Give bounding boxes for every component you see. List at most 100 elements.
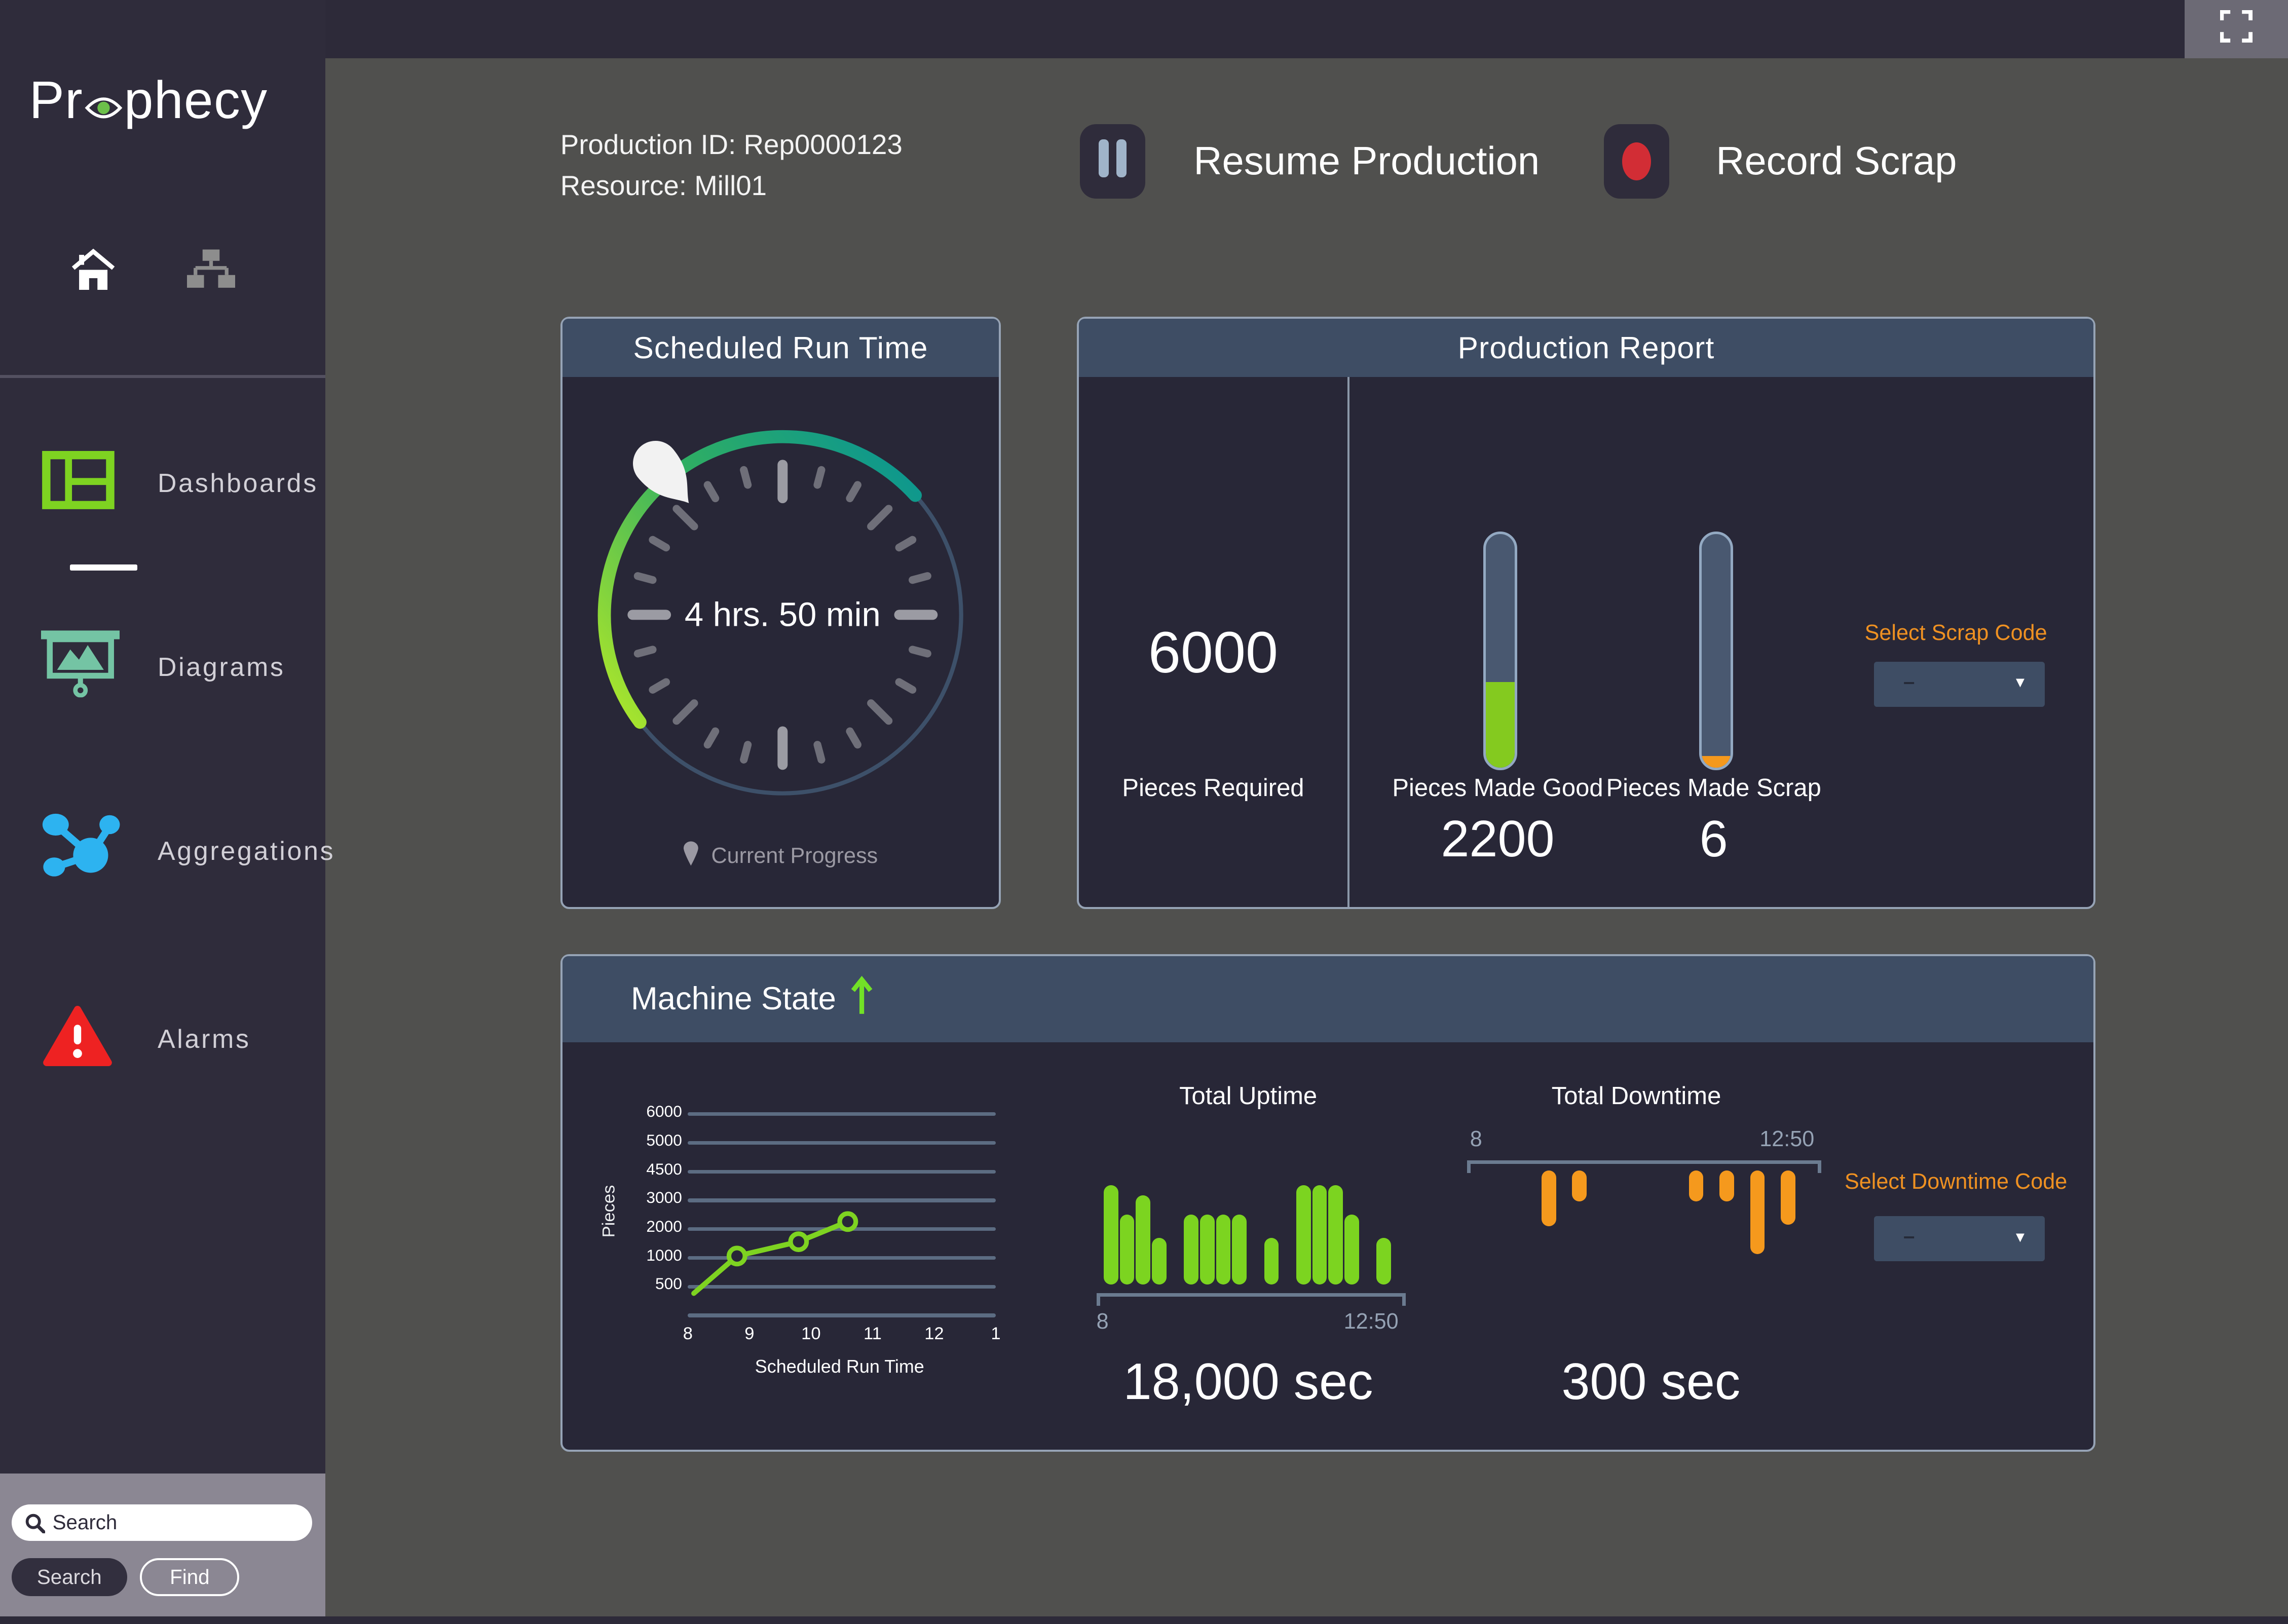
- uptime-bar: [1136, 1195, 1151, 1285]
- downtime-bar: [1750, 1170, 1765, 1254]
- y-tick-label: 2000: [646, 1217, 682, 1236]
- sidebar: Pr phecy: [0, 0, 333, 1624]
- uptime-range-end: 12:50: [1343, 1309, 1399, 1334]
- uptime-bar: [1376, 1237, 1391, 1285]
- gauge-value: 4 hrs. 50 min: [685, 596, 881, 634]
- card-title-bar: Machine State: [562, 956, 2093, 1043]
- up-arrow-icon: [851, 975, 873, 1014]
- find-button[interactable]: Find: [140, 1558, 240, 1597]
- bar-group: [1296, 1185, 1359, 1285]
- select-downtime-code-label: Select Downtime Code: [1844, 1169, 2068, 1194]
- app-logo: Pr phecy: [29, 70, 268, 133]
- sidebar-item-aggregations[interactable]: Aggregations: [0, 810, 333, 891]
- chevron-down-icon: ▼: [2013, 674, 2028, 691]
- chevron-down-icon: ▼: [2013, 1229, 2028, 1245]
- total-downtime-title: Total Downtime: [1551, 1082, 1721, 1110]
- search-button[interactable]: Search: [12, 1558, 127, 1597]
- scheduled-run-time-card: Scheduled Run Time 4 hrs. 50 min Current…: [560, 316, 1001, 909]
- downtime-code-dropdown[interactable]: – ▼: [1874, 1216, 2045, 1261]
- sidebar-item-dashboards[interactable]: Dashboards: [0, 442, 325, 523]
- x-axis-line: [688, 1313, 996, 1317]
- pieces-scrap-thermometer: [1699, 532, 1734, 770]
- downtime-bar: [1572, 1170, 1587, 1201]
- downtime-bar: [1541, 1170, 1556, 1226]
- uptime-bar: [1184, 1214, 1199, 1285]
- gridline: [688, 1112, 996, 1116]
- sidebar-item-label: Dashboards: [157, 468, 318, 498]
- sitemap-icon: [186, 249, 235, 300]
- gauge-pointer-icon: [633, 441, 689, 503]
- home-icon: [70, 248, 117, 303]
- record-scrap-label: Record Scrap: [1716, 139, 1957, 183]
- dropdown-value: –: [1903, 1225, 1915, 1248]
- gridline: [688, 1141, 996, 1145]
- uptime-bar: [1344, 1214, 1359, 1285]
- pieces-made-scrap-value: 6: [1699, 811, 1728, 868]
- y-tick-label: 1000: [646, 1245, 682, 1264]
- total-uptime-value: 18,000 sec: [1123, 1353, 1373, 1411]
- x-tick-label: 8: [683, 1324, 693, 1343]
- fullscreen-button[interactable]: [2184, 0, 2288, 59]
- gauge-legend: Current Progress: [562, 841, 999, 872]
- run-time-gauge: 4 hrs. 50 min: [597, 430, 963, 796]
- sidebar-item-label: Diagrams: [157, 652, 285, 682]
- nav-tab-home[interactable]: [70, 245, 137, 330]
- pieces-made-good-value: 2200: [1441, 811, 1555, 868]
- downtime-bar: [1689, 1170, 1704, 1201]
- pieces-required-label: Pieces Required: [1122, 774, 1304, 802]
- fullscreen-icon: [2219, 9, 2253, 48]
- downtime-bar: [1719, 1170, 1734, 1201]
- production-report-card: Production Report Pieces Required 6000 P…: [1077, 316, 2095, 909]
- bar-group: [1541, 1170, 1587, 1226]
- x-tick-label: 1: [991, 1324, 1001, 1343]
- card-title: Machine State: [631, 981, 836, 1017]
- gauge-ticks: [627, 460, 938, 770]
- sidebar-item-label: Alarms: [157, 1024, 251, 1054]
- x-tick-label: 10: [801, 1324, 821, 1343]
- uptime-bar: [1151, 1237, 1167, 1285]
- uptime-range-bracket: [1096, 1293, 1406, 1306]
- uptime-bar: [1296, 1185, 1311, 1285]
- uptime-bar-chart: [1104, 1183, 1391, 1285]
- bar-group: [1184, 1214, 1247, 1285]
- gridline: [688, 1169, 996, 1174]
- sidebar-item-diagrams[interactable]: Diagrams: [0, 626, 325, 707]
- bar-group: [1264, 1237, 1279, 1285]
- gridline: [688, 1256, 996, 1260]
- pause-icon: [1095, 139, 1130, 183]
- logo-text-suffix: phecy: [124, 70, 268, 130]
- sidebar-item-label: Aggregations: [157, 836, 335, 865]
- uptime-bar: [1312, 1185, 1327, 1285]
- y-tick-label: 5000: [646, 1130, 682, 1149]
- search-input[interactable]: [12, 1504, 313, 1541]
- uptime-bar: [1119, 1214, 1135, 1285]
- scrap-code-dropdown[interactable]: – ▼: [1874, 661, 2045, 707]
- machine-state-card: Machine State 6000 5000 4500 3000 2000 1000 50…: [560, 954, 2095, 1452]
- x-axis-label: Scheduled Run Time: [755, 1356, 924, 1377]
- resume-production-label: Resume Production: [1193, 139, 1540, 183]
- uptime-bar: [1264, 1237, 1279, 1285]
- uptime-bar: [1216, 1214, 1231, 1285]
- resource-text: Resource: Mill01: [560, 170, 767, 202]
- eye-icon: [85, 73, 123, 133]
- downtime-bar: [1781, 1170, 1795, 1225]
- pieces-made-good-label: Pieces Made Good: [1392, 774, 1603, 802]
- alarms-icon: [41, 1003, 114, 1075]
- x-tick-label: 11: [863, 1324, 882, 1343]
- gridline: [688, 1198, 996, 1202]
- dashboards-icon: [41, 451, 116, 515]
- sidebar-item-alarms[interactable]: Alarms: [0, 998, 325, 1080]
- gauge-legend-label: Current Progress: [711, 844, 878, 868]
- nav-tab-sitemap[interactable]: [186, 245, 254, 330]
- logo-text-prefix: Pr: [29, 70, 84, 130]
- card-title: Scheduled Run Time: [562, 318, 999, 377]
- resume-production-button[interactable]: [1079, 124, 1146, 199]
- y-tick-label: 4500: [646, 1159, 682, 1178]
- total-uptime-title: Total Uptime: [1179, 1082, 1318, 1110]
- downtime-range-end: 12:50: [1759, 1127, 1815, 1152]
- y-tick-label: 500: [655, 1274, 682, 1293]
- record-scrap-button[interactable]: [1603, 124, 1670, 199]
- production-id-text: Production ID: Rep0000123: [560, 129, 903, 161]
- card-title: Production Report: [1079, 318, 2093, 377]
- pieces-made-scrap-label: Pieces Made Scrap: [1606, 774, 1821, 802]
